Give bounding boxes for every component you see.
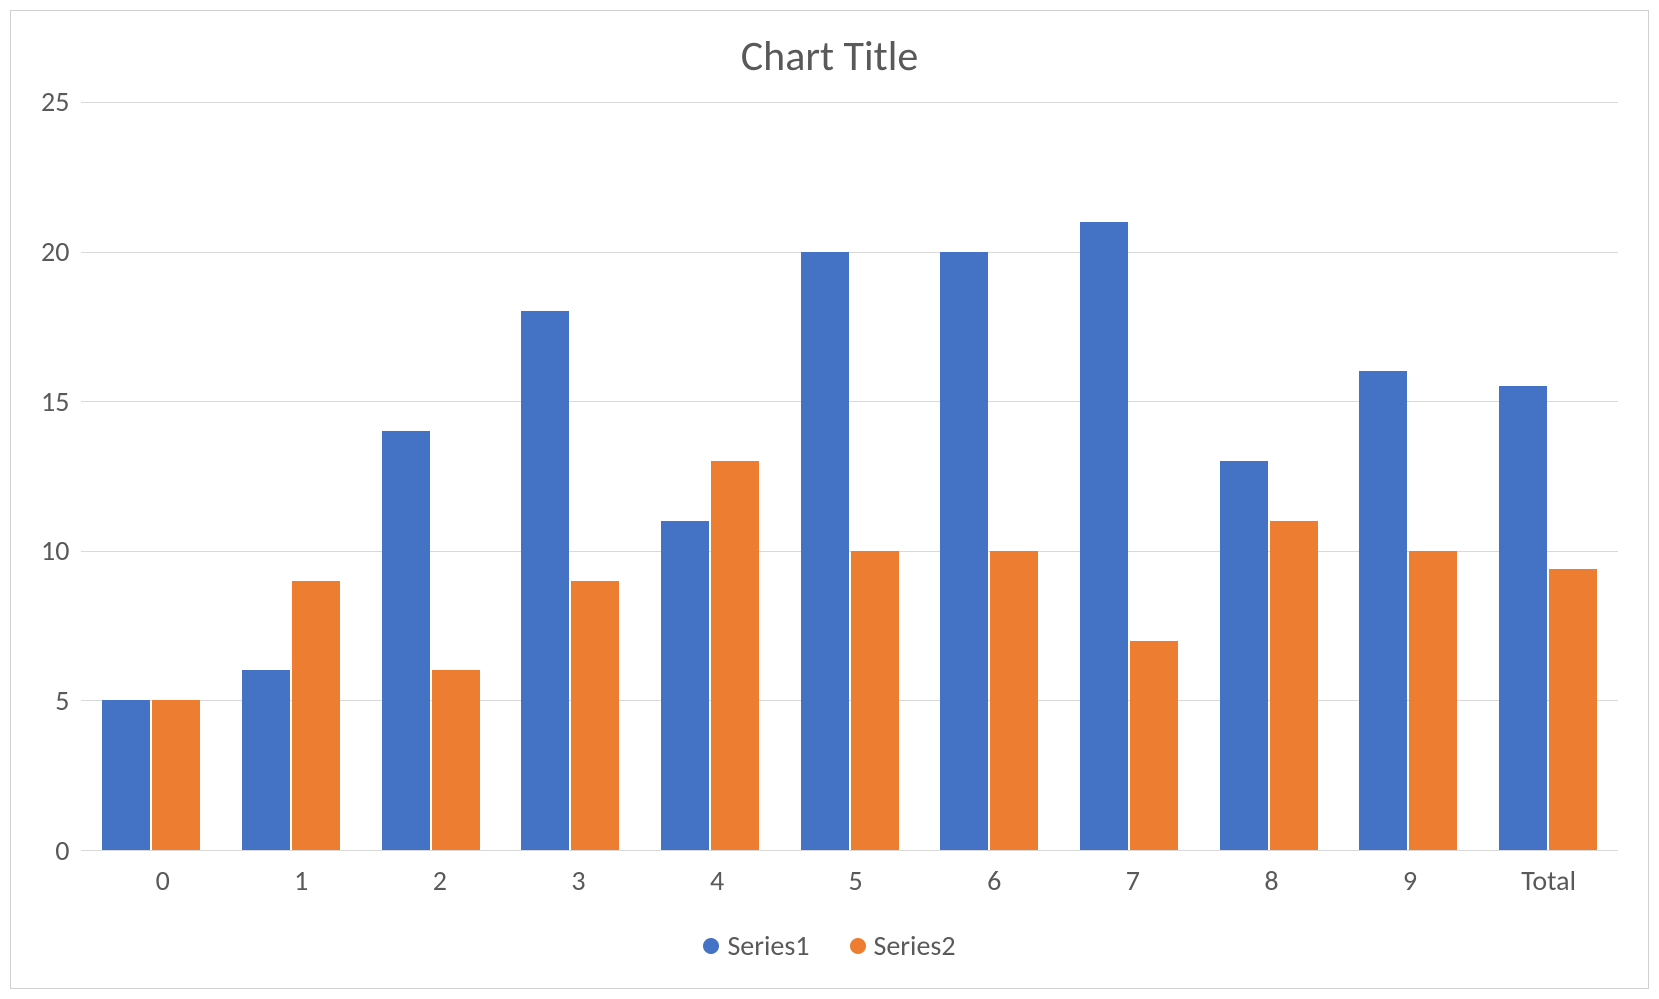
legend-swatch	[703, 938, 719, 954]
bar	[382, 431, 430, 850]
bars-layer	[81, 102, 1618, 850]
bar	[152, 700, 200, 850]
x-tick-label: 8	[1202, 863, 1341, 898]
bar	[1409, 551, 1457, 850]
x-tick-label: 7	[1064, 863, 1203, 898]
bar	[102, 700, 150, 850]
bar	[1270, 521, 1318, 850]
bar	[521, 311, 569, 850]
chart-container: Chart Title 2520151050 0123456789Total S…	[10, 10, 1649, 989]
bar	[990, 551, 1038, 850]
legend-swatch	[850, 938, 866, 954]
category-group	[81, 102, 221, 850]
bar	[571, 581, 619, 850]
x-tick-label: 2	[371, 863, 510, 898]
x-axis-spacer	[41, 863, 93, 898]
category-group	[221, 102, 361, 850]
bar	[292, 581, 340, 850]
category-group	[361, 102, 501, 850]
bar	[711, 461, 759, 850]
legend-item: Series2	[850, 928, 956, 963]
x-tick-label: Total	[1479, 863, 1618, 898]
category-group	[500, 102, 640, 850]
legend-label: Series1	[727, 928, 809, 963]
category-group	[1059, 102, 1199, 850]
legend: Series1 Series2	[11, 898, 1648, 988]
bar	[1499, 386, 1547, 850]
x-axis-labels: 0123456789Total	[93, 863, 1618, 898]
bar	[1080, 222, 1128, 850]
category-group	[920, 102, 1060, 850]
bar	[432, 670, 480, 850]
x-tick-label: 1	[232, 863, 371, 898]
x-tick-label: 4	[648, 863, 787, 898]
bar	[851, 551, 899, 850]
x-tick-label: 0	[93, 863, 232, 898]
legend-label: Series2	[874, 928, 956, 963]
plot-wrapper: 2520151050	[11, 92, 1648, 851]
plot-area	[81, 102, 1618, 851]
bar	[1359, 371, 1407, 850]
x-tick-label: 5	[786, 863, 925, 898]
bar	[801, 252, 849, 850]
bar	[661, 521, 709, 850]
category-group	[780, 102, 920, 850]
category-group	[1478, 102, 1618, 850]
x-tick-label: 9	[1341, 863, 1480, 898]
bar	[242, 670, 290, 850]
x-tick-label: 3	[509, 863, 648, 898]
legend-item: Series1	[703, 928, 809, 963]
category-group	[640, 102, 780, 850]
x-axis: 0123456789Total	[11, 851, 1648, 898]
category-group	[1339, 102, 1479, 850]
chart-title: Chart Title	[11, 11, 1648, 92]
y-axis: 2520151050	[41, 102, 81, 851]
bar	[1549, 569, 1597, 850]
x-tick-label: 6	[925, 863, 1064, 898]
bar	[940, 252, 988, 850]
bar	[1220, 461, 1268, 850]
category-group	[1199, 102, 1339, 850]
bar	[1130, 641, 1178, 850]
